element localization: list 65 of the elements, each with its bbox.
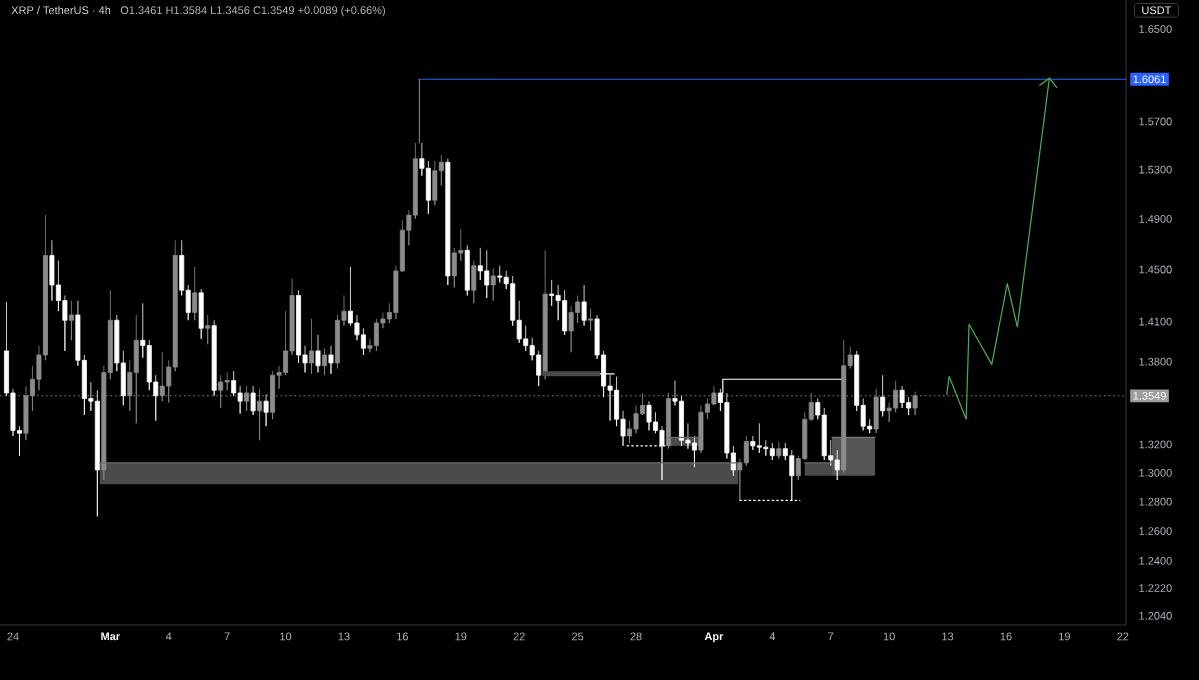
candlestick [912, 391, 918, 416]
x-tick-label: 10 [280, 632, 292, 641]
x-tick-label: 7 [224, 632, 230, 641]
candlestick [328, 345, 334, 375]
y-tick-label: 1.2220 [1139, 584, 1172, 592]
x-tick-label: 19 [1059, 632, 1070, 641]
candlestick [490, 267, 496, 301]
y-tick-label: 1.2600 [1139, 527, 1172, 535]
y-tick-label: 1.3200 [1139, 440, 1172, 449]
y-tick-label: 1.5700 [1139, 117, 1172, 126]
candlestick [776, 441, 782, 459]
y-tick-label: 1.6500 [1139, 25, 1172, 33]
candlestick [322, 347, 327, 376]
y-tick-label: 1.4100 [1139, 317, 1172, 326]
x-tick-label: 4 [769, 632, 776, 641]
y-tick-label: 1.3000 [1139, 468, 1172, 477]
y-tick-label: 1.5300 [1139, 165, 1172, 174]
candlestick [309, 318, 314, 375]
candlestick [211, 319, 217, 397]
candlestick [581, 284, 587, 327]
y-tick-label: 1.4500 [1139, 265, 1172, 274]
candlestick [666, 392, 671, 450]
x-tick-label: Apr [704, 632, 724, 643]
y-axis-title: USDT [1142, 6, 1172, 15]
candlestick [315, 334, 321, 373]
candlestick [68, 300, 74, 341]
x-tick-label: 10 [883, 632, 895, 641]
text: O1.3461 H1.3584 L1.3456 C1.3549 +0.0089 (+0.66%) [120, 6, 385, 17]
candlestick [873, 388, 879, 434]
candlestick [464, 244, 470, 296]
x-tick-label: 13 [942, 632, 954, 641]
y-tick-label: 1.2040 [1139, 611, 1172, 620]
candlestick [198, 288, 204, 340]
candlestick [244, 385, 250, 412]
x-tick-label: 28 [630, 632, 642, 641]
candlestick [172, 239, 178, 372]
x-tick-label: 16 [397, 632, 409, 641]
y-tick-label: 1.2800 [1139, 497, 1172, 506]
x-tick-label: 19 [455, 632, 467, 641]
x-tick-label: 25 [572, 632, 584, 641]
y-tick-label: 1.3800 [1139, 357, 1172, 366]
candlestick [588, 308, 594, 332]
x-tick-label: 4 [165, 632, 172, 641]
candlestick [445, 158, 451, 286]
candlestick [192, 266, 198, 321]
candlestick [205, 314, 211, 345]
candlestick [880, 374, 886, 417]
x-tick-label: 16 [1000, 632, 1012, 641]
x-tick-label: Mar [101, 632, 120, 641]
x-tick-label: 24 [7, 632, 19, 641]
candlestick [471, 260, 477, 304]
candlestick [263, 393, 269, 427]
x-tick-label: 7 [828, 632, 834, 641]
candlestick [542, 249, 548, 380]
x-tick-label: 13 [338, 632, 350, 641]
y-tick-label: 1.2400 [1139, 556, 1172, 565]
candlestick [250, 385, 256, 416]
x-tick-label: 22 [513, 632, 525, 641]
chart-title: XRP / TetherUS · 4h [11, 6, 111, 15]
series-label: 1.6061 [1133, 75, 1166, 84]
candlestick [815, 398, 821, 420]
x-tick-label: 22 [1117, 632, 1129, 641]
candlestick [257, 388, 263, 441]
y-tick-label: 1.4900 [1139, 215, 1172, 223]
ref-line-label: 1.3549 [1133, 391, 1166, 400]
